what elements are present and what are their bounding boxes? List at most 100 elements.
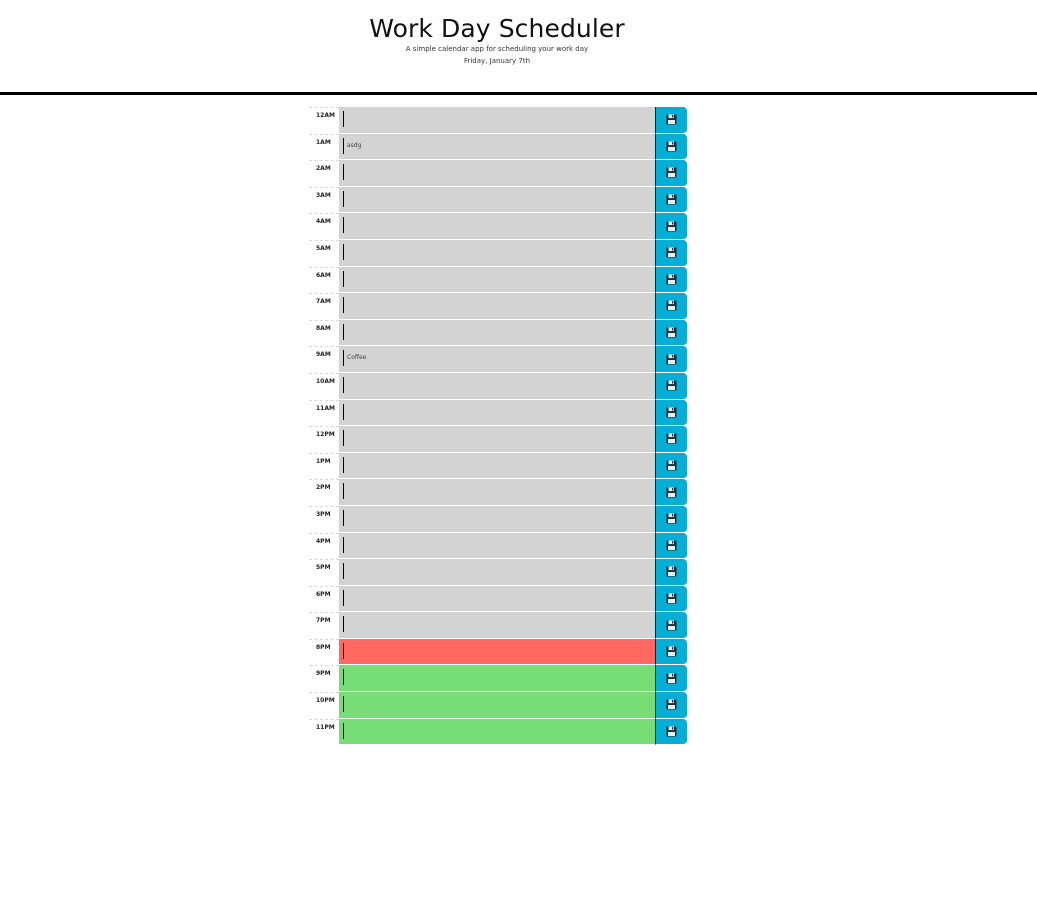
text-cursor (343, 456, 344, 473)
save-button[interactable] (655, 665, 687, 693)
event-description-input[interactable] (339, 638, 655, 666)
time-block-row: 5AM (309, 239, 687, 267)
save-button[interactable] (655, 133, 687, 161)
event-description-input[interactable] (339, 479, 655, 506)
text-cursor (343, 270, 344, 287)
hour-label: 3AM (309, 186, 339, 214)
text-cursor (343, 297, 344, 314)
event-description-input[interactable] (339, 452, 655, 480)
time-block-row: 12AM (309, 107, 687, 134)
event-description-input[interactable] (339, 612, 655, 639)
floppy-disk-icon (666, 646, 677, 657)
save-button[interactable] (655, 346, 687, 373)
event-description-input[interactable] (339, 505, 655, 533)
time-block-row: 7AM (309, 293, 687, 320)
page-subtitle: A simple calendar app for scheduling you… (405, 45, 589, 53)
event-description-input[interactable] (339, 718, 655, 746)
event-description-input[interactable] (339, 559, 655, 586)
event-description-input[interactable] (339, 692, 655, 719)
time-block-row: 9AM Coffee (309, 346, 687, 373)
hour-label: 2AM (309, 160, 339, 187)
hour-label: 4AM (309, 213, 339, 240)
floppy-disk-icon (666, 380, 677, 391)
save-button[interactable] (655, 266, 687, 294)
save-button[interactable] (655, 718, 687, 746)
time-block-row: 3AM (309, 186, 687, 214)
floppy-disk-icon (666, 566, 677, 577)
event-description-input[interactable] (339, 160, 655, 187)
event-description-input[interactable] (339, 239, 655, 267)
hour-label: 1AM (309, 133, 339, 161)
save-button[interactable] (655, 479, 687, 506)
floppy-disk-icon (666, 354, 677, 365)
event-description-input[interactable] (339, 532, 655, 560)
save-button[interactable] (655, 160, 687, 187)
save-button[interactable] (655, 107, 687, 134)
event-description-input[interactable] (339, 213, 655, 240)
floppy-disk-icon (666, 327, 677, 338)
floppy-disk-icon (666, 460, 677, 471)
text-cursor (343, 403, 344, 420)
hour-label: 8PM (309, 638, 339, 666)
save-button[interactable] (655, 532, 687, 560)
text-cursor (343, 350, 344, 367)
time-block-row: 2PM (309, 479, 687, 506)
event-description-input[interactable] (339, 665, 655, 693)
save-button[interactable] (655, 585, 687, 613)
hour-label: 12PM (309, 426, 339, 453)
text-cursor (343, 243, 344, 260)
text-cursor (343, 190, 344, 207)
hour-label: 9PM (309, 665, 339, 693)
time-block-row: 8PM (309, 638, 687, 666)
save-button[interactable] (655, 559, 687, 586)
hour-label: 2PM (309, 479, 339, 506)
floppy-disk-icon (666, 194, 677, 205)
save-button[interactable] (655, 638, 687, 666)
time-block-row: 7PM (309, 612, 687, 639)
hour-label: 12AM (309, 107, 339, 134)
save-button[interactable] (655, 186, 687, 214)
event-description-input[interactable] (339, 293, 655, 320)
text-cursor (343, 669, 344, 686)
text-cursor (343, 483, 344, 500)
event-description-input[interactable] (339, 186, 655, 214)
event-description-input[interactable] (339, 426, 655, 453)
save-button[interactable] (655, 612, 687, 639)
hour-label: 7AM (309, 293, 339, 320)
time-block-row: 9PM (309, 665, 687, 693)
event-description-input[interactable] (339, 372, 655, 400)
event-description-input[interactable] (339, 107, 655, 134)
header: Work Day Scheduler A simple calendar app… (0, 0, 1037, 95)
event-description-text: Coffee (347, 354, 367, 362)
text-cursor (343, 642, 344, 659)
current-day: Friday, January 7th (463, 57, 531, 65)
floppy-disk-icon (666, 247, 677, 258)
hour-label: 3PM (309, 505, 339, 533)
save-button[interactable] (655, 452, 687, 480)
event-description-input[interactable] (339, 585, 655, 613)
save-button[interactable] (655, 426, 687, 453)
event-description-text: asdg (347, 141, 362, 149)
save-button[interactable] (655, 213, 687, 240)
floppy-disk-icon (666, 593, 677, 604)
save-button[interactable] (655, 239, 687, 267)
event-description-input[interactable]: asdg (339, 133, 655, 161)
save-button[interactable] (655, 505, 687, 533)
floppy-disk-icon (666, 513, 677, 524)
event-description-input[interactable] (339, 399, 655, 427)
text-cursor (343, 137, 344, 154)
save-button[interactable] (655, 319, 687, 347)
hour-label: 1PM (309, 452, 339, 480)
save-button[interactable] (655, 692, 687, 719)
event-description-input[interactable] (339, 266, 655, 294)
text-cursor (343, 323, 344, 340)
event-description-input[interactable]: Coffee (339, 346, 655, 373)
save-button[interactable] (655, 372, 687, 400)
text-cursor (343, 563, 344, 580)
event-description-input[interactable] (339, 319, 655, 347)
save-button[interactable] (655, 293, 687, 320)
floppy-disk-icon (666, 487, 677, 498)
floppy-disk-icon (666, 274, 677, 285)
save-button[interactable] (655, 399, 687, 427)
time-block-row: 11PM (309, 718, 687, 746)
